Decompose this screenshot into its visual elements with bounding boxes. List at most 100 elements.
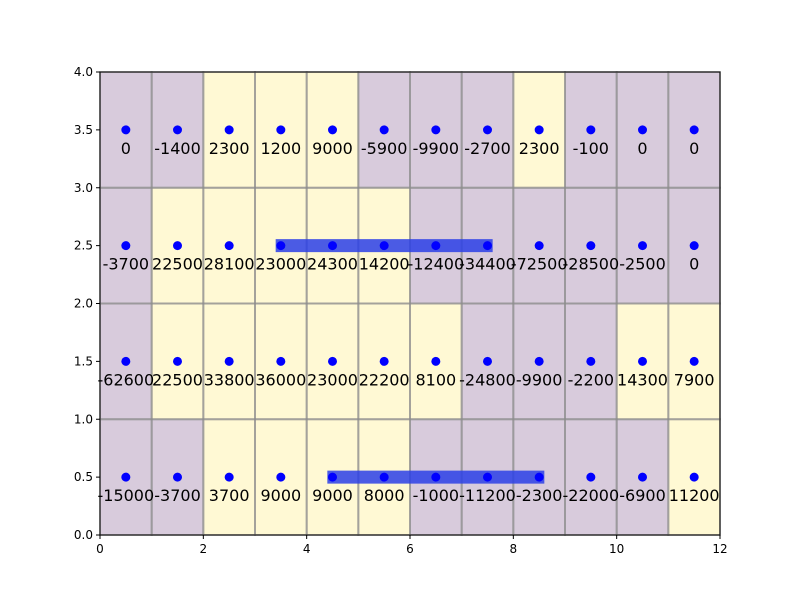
y-tick-label: 1.0: [74, 412, 93, 426]
data-point: [586, 356, 596, 366]
data-point: [534, 356, 544, 366]
x-tick-label: 6: [406, 542, 414, 556]
data-point: [276, 472, 286, 482]
value-label: -5900: [361, 139, 408, 158]
value-label: 33800: [204, 370, 255, 389]
data-point: [586, 472, 596, 482]
labels-layer: 0 -1400 2300 1200 9000 -5900 -9900 -2700 2300 -10…: [97, 139, 719, 505]
value-label: 28100: [204, 255, 255, 274]
data-point: [431, 356, 441, 366]
data-point: [379, 472, 389, 482]
value-label: -1400: [154, 139, 201, 158]
data-point: [173, 472, 182, 482]
value-label: -9900: [516, 370, 563, 389]
y-tick-label: 3.0: [74, 181, 93, 195]
data-point: [483, 472, 492, 482]
value-label: 3700: [209, 486, 250, 505]
value-label: 8000: [364, 486, 405, 505]
x-tick-label: 2: [200, 542, 208, 556]
data-point: [638, 472, 647, 482]
data-point: [689, 241, 699, 251]
y-tick-label: 1.5: [74, 354, 93, 368]
data-point: [224, 125, 234, 135]
data-point: [173, 241, 182, 251]
value-label: -22000: [562, 486, 619, 505]
data-point: [689, 356, 699, 366]
value-label: -72500: [511, 255, 568, 274]
value-label: -2200: [568, 370, 615, 389]
value-label: 24300: [307, 255, 358, 274]
data-point: [638, 356, 647, 366]
data-point: [121, 472, 131, 482]
y-tick-label: 3.5: [74, 123, 93, 137]
value-label: 0: [121, 139, 131, 158]
data-point: [379, 125, 389, 135]
value-label: 22200: [359, 370, 410, 389]
value-label: 9000: [312, 139, 353, 158]
value-label: 0: [689, 139, 699, 158]
value-label: -3700: [154, 486, 201, 505]
data-point: [586, 241, 596, 251]
value-label: 8100: [415, 370, 456, 389]
x-tick-label: 8: [510, 542, 518, 556]
points-layer: [121, 125, 699, 482]
value-label: 22500: [152, 370, 203, 389]
x-tick-label: 4: [303, 542, 311, 556]
value-label: 9000: [260, 486, 301, 505]
data-point: [689, 472, 699, 482]
value-label: 14300: [617, 370, 668, 389]
data-point: [534, 125, 544, 135]
data-point: [121, 241, 131, 251]
x-tick-label: 12: [712, 542, 727, 556]
value-label: 36000: [255, 370, 306, 389]
y-tick-label: 4.0: [74, 65, 93, 79]
value-label: 23000: [307, 370, 358, 389]
data-point: [276, 356, 286, 366]
data-point: [328, 241, 337, 251]
axes-layer: 0 2 4 6 8 10 12 0.0 0.5 1.0 1.5 2.0 2.5 3.0 3.5 4.0: [74, 65, 728, 556]
value-label: 11200: [669, 486, 720, 505]
data-point: [638, 125, 647, 135]
value-label: -2500: [619, 255, 666, 274]
y-tick-label: 2.0: [74, 297, 93, 311]
value-label: 22500: [152, 255, 203, 274]
data-point: [224, 356, 234, 366]
value-label: -3700: [103, 255, 150, 274]
value-label: -6900: [619, 486, 666, 505]
value-label: 0: [689, 255, 699, 274]
data-point: [379, 356, 389, 366]
data-point: [276, 125, 286, 135]
data-point: [431, 241, 441, 251]
value-label: -9900: [413, 139, 460, 158]
value-label: -28500: [562, 255, 619, 274]
y-tick-label: 0.5: [74, 470, 93, 484]
data-point: [689, 125, 699, 135]
value-label: 2300: [209, 139, 250, 158]
data-point: [534, 241, 544, 251]
value-label: 2300: [519, 139, 560, 158]
data-point: [121, 125, 131, 135]
y-tick-label: 0.0: [74, 528, 93, 542]
data-point: [121, 356, 131, 366]
value-label: 0: [637, 139, 647, 158]
data-point: [534, 472, 544, 482]
data-point: [638, 241, 647, 251]
data-point: [483, 125, 492, 135]
data-point: [379, 241, 389, 251]
value-label: 7900: [674, 370, 715, 389]
value-label: 9000: [312, 486, 353, 505]
value-label: -100: [573, 139, 609, 158]
data-point: [224, 241, 234, 251]
y-tick-label: 2.5: [74, 239, 93, 253]
data-point: [276, 241, 286, 251]
value-label: -11200: [459, 486, 516, 505]
value-label: -2300: [516, 486, 563, 505]
x-tick-label: 10: [609, 542, 624, 556]
value-label: -15000: [97, 486, 154, 505]
data-point: [431, 472, 441, 482]
value-label: -34400: [459, 255, 516, 274]
data-point: [173, 356, 182, 366]
data-point: [431, 125, 441, 135]
cells-layer: [100, 72, 720, 535]
